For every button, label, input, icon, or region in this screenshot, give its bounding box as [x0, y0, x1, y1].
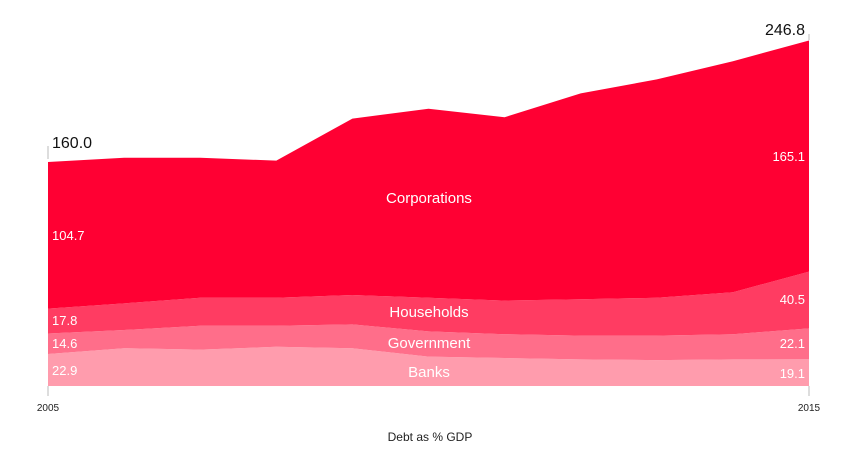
series-label-banks: Banks: [408, 364, 450, 381]
start-value-households: 17.8: [52, 313, 77, 328]
x-axis-title: Debt as % GDP: [388, 430, 473, 444]
area-corporations: [48, 40, 809, 309]
x-tick-label-end: 2015: [798, 403, 821, 414]
start-total-label: 160.0: [52, 135, 92, 152]
area-layer: [48, 40, 809, 386]
end-value-banks: 19.1: [780, 366, 805, 381]
start-value-government: 14.6: [52, 336, 77, 351]
area-households: [48, 271, 809, 336]
area-banks: [48, 346, 809, 386]
start-value-corporations: 104.7: [52, 228, 85, 243]
start-value-banks: 22.9: [52, 363, 77, 378]
end-value-government: 22.1: [780, 336, 805, 351]
series-label-government: Government: [388, 335, 471, 352]
area-government: [48, 324, 809, 361]
end-value-households: 40.5: [780, 292, 805, 307]
series-label-corporations: Corporations: [386, 190, 472, 207]
series-label-households: Households: [389, 304, 468, 321]
end-value-corporations: 165.1: [772, 149, 805, 164]
x-tick-label-start: 2005: [37, 403, 60, 414]
end-total-label: 246.8: [765, 22, 805, 39]
